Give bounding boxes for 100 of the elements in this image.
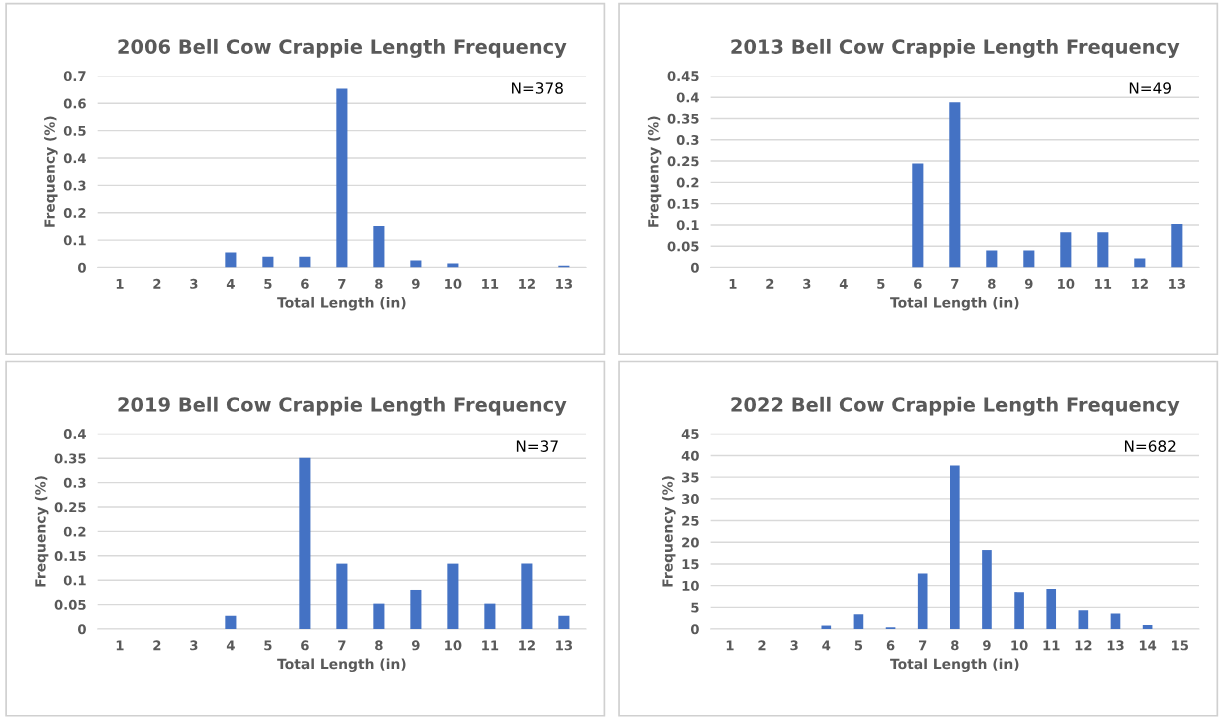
x-tick-label: 4 [226,640,235,651]
x-tick-label: 8 [375,640,383,651]
x-tick-label: 7 [338,640,346,651]
x-tick-label: 6 [301,640,309,651]
y-axis-title: Frequency (%) [34,476,49,587]
y-tick-label: 0.05 [54,599,86,610]
x-tick-label: 4 [822,640,831,651]
bar [336,88,348,268]
chart-title: 2019 Bell Cow Crappie Length Frequency [118,396,567,416]
x-tick-label: 7 [951,279,959,289]
x-tick-label: 8 [951,640,959,651]
bar [225,615,237,630]
y-tick-label: 0.1 [63,575,86,586]
x-tick-label: 14 [1139,640,1157,651]
y-tick-label: 0 [690,262,699,273]
y-tick-label: 15 [682,559,699,570]
x-tick-label: 4 [839,279,848,289]
x-tick-label: 13 [556,640,573,651]
bar [373,603,385,630]
x-tick-label: 12 [519,640,535,651]
x-tick-label: 2 [766,278,774,289]
bar [1097,232,1109,268]
bar [950,465,960,630]
bar [986,250,998,268]
x-tick-label: 3 [803,278,811,289]
bar [1078,610,1089,630]
bar [1023,250,1035,268]
chart-title: 2013 Bell Cow Crappie Length Frequency [731,38,1180,58]
bar [484,603,496,630]
x-axis-title: Total Length (in) [277,658,406,672]
y-axis-title: Frequency (%) [662,476,676,587]
bar [982,550,992,630]
chart-title: 2022 Bell Cow Crappie Length Frequency [731,396,1180,416]
x-axis-title: Total Length (in) [890,658,1019,672]
x-tick-label: 12 [1075,640,1092,651]
x-tick-label: 10 [445,640,462,651]
x-tick-label: 8 [988,278,996,289]
bar [1014,592,1024,630]
annotation: N=682 [1124,440,1176,452]
bar [521,563,533,630]
y-tick-label: 0 [78,262,86,273]
y-tick-label: 0.3 [63,477,86,488]
bar [373,225,385,268]
x-tick-label: 11 [1043,640,1060,651]
x-tick-label: 15 [1172,640,1188,651]
y-tick-label: 0.4 [676,92,699,103]
x-tick-label: 3 [190,640,198,651]
x-tick-label: 2 [153,278,161,289]
bar [225,252,237,268]
y-tick-label: 0 [690,624,699,635]
y-tick-label: 30 [682,494,699,505]
x-tick-label: 3 [190,278,198,289]
x-tick-label: 10 [1011,640,1028,651]
x-tick-label: 6 [301,278,309,289]
x-tick-label: 12 [519,278,535,289]
y-tick-label: 0.15 [667,198,699,209]
bar [1110,613,1121,630]
y-tick-label: 0.05 [667,241,699,252]
y-tick-label: 0.1 [676,220,699,231]
y-tick-label: 0.5 [63,125,86,136]
x-tick-label: 9 [983,640,991,651]
y-tick-label: 0.25 [54,502,86,513]
bar [1171,224,1183,268]
bar [917,573,928,630]
bar [410,589,422,630]
y-tick-label: 0.45 [667,71,699,82]
x-tick-label: 2 [758,640,766,651]
y-tick-label: 45 [681,429,699,439]
annotation: N=37 [516,440,558,452]
y-tick-label: 0 [78,624,86,635]
x-tick-label: 6 [914,278,922,289]
bar [821,625,832,630]
x-tick-label: 7 [918,640,927,651]
x-tick-label: 4 [226,279,235,289]
y-tick-label: 0.6 [63,98,86,109]
bar [1046,589,1057,630]
chart-title: 2006 Bell Cow Crappie Length Frequency [118,38,567,58]
y-tick-label: 25 [682,515,699,526]
y-tick-label: 0.3 [676,135,699,145]
x-tick-label: 7 [338,279,346,289]
x-tick-label: 8 [375,278,383,289]
y-tick-label: 35 [682,472,699,483]
x-tick-label: 11 [1095,279,1112,289]
bar [447,263,459,268]
y-tick-label: 0.2 [63,207,86,218]
x-axis-title: Total Length (in) [890,296,1019,311]
x-tick-label: 12 [1132,278,1148,289]
bar [912,163,924,268]
y-tick-label: 0.2 [676,177,699,188]
bar [949,102,961,268]
y-tick-label: 0.15 [54,551,86,562]
y-tick-label: 40 [681,450,699,461]
y-tick-label: 0.7 [63,71,86,82]
x-tick-label: 10 [1058,278,1075,289]
bar [558,615,570,630]
y-tick-label: 0.35 [667,113,699,124]
x-tick-label: 10 [445,278,462,289]
x-tick-label: 5 [264,279,272,289]
y-tick-label: 20 [682,537,699,548]
y-tick-label: 0.35 [54,453,86,464]
